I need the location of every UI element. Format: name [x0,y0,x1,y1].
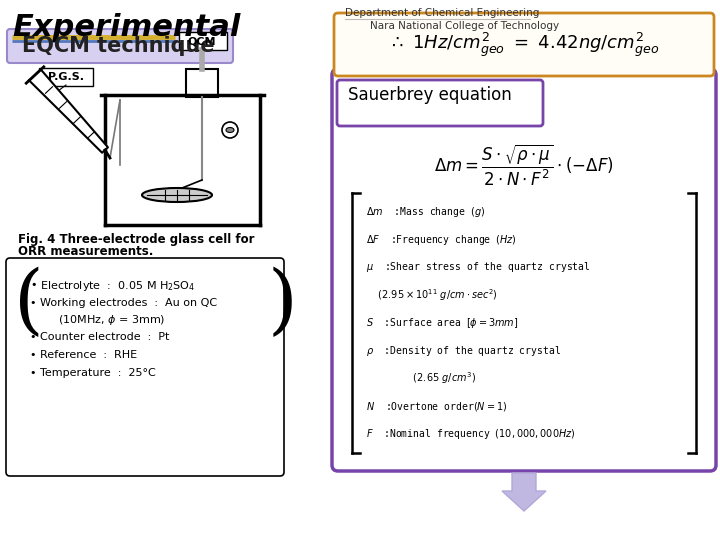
Text: $N$  :Overtone order$(N = 1)$: $N$ :Overtone order$(N = 1)$ [366,400,508,413]
Text: Fig. 4 Three-electrode glass cell for: Fig. 4 Three-electrode glass cell for [18,233,254,246]
Text: (10MHz, $\phi$ = 3mm): (10MHz, $\phi$ = 3mm) [30,313,166,327]
Text: Sauerbrey equation: Sauerbrey equation [348,86,512,104]
Text: • Counter electrode  :  Pt: • Counter electrode : Pt [30,332,169,342]
FancyBboxPatch shape [186,69,218,97]
Text: $\mu$  :Shear stress of the quartz crystal: $\mu$ :Shear stress of the quartz crysta… [366,260,590,274]
Text: $\rho$  :Density of the quartz crystal: $\rho$ :Density of the quartz crystal [366,344,561,358]
FancyBboxPatch shape [179,32,227,50]
FancyArrow shape [502,473,546,511]
Text: ORR measurements.: ORR measurements. [18,245,153,258]
FancyBboxPatch shape [7,29,233,63]
Text: • Electrolyte  :  0.05 M H$_2$SO$_4$: • Electrolyte : 0.05 M H$_2$SO$_4$ [30,279,195,293]
FancyBboxPatch shape [39,68,93,86]
Text: $\therefore\ 1Hz/cm^2_{geo}\ =\ 4.42ng/cm^2_{geo}$: $\therefore\ 1Hz/cm^2_{geo}\ =\ 4.42ng/c… [388,31,660,59]
Text: EQCM technique: EQCM technique [22,36,215,56]
Text: • Working electrodes  :  Au on QC: • Working electrodes : Au on QC [30,298,217,308]
Text: $F$  :Nominal frequency $(10,000,000Hz)$: $F$ :Nominal frequency $(10,000,000Hz)$ [366,427,576,441]
FancyBboxPatch shape [332,69,716,471]
Text: Department of Chemical Engineering: Department of Chemical Engineering [345,8,539,18]
Text: (: ( [14,267,44,341]
Circle shape [222,122,238,138]
Text: $\mathit{\Delta F}$  :Frequency change $(Hz)$: $\mathit{\Delta F}$ :Frequency change $(… [366,233,517,247]
Text: $(2.65\ g/cm^3)$: $(2.65\ g/cm^3)$ [366,370,476,387]
Text: • Temperature  :  25°C: • Temperature : 25°C [30,368,156,378]
Text: $S$  :Surface area $[\phi = 3mm]$: $S$ :Surface area $[\phi = 3mm]$ [366,316,518,330]
Text: Experimental: Experimental [12,13,240,42]
Text: $(2.95 \times 10^{11}\ g/cm \cdot sec^2)$: $(2.95 \times 10^{11}\ g/cm \cdot sec^2)… [366,287,498,303]
Polygon shape [29,70,108,153]
Text: P.G.S.: P.G.S. [48,72,84,82]
Ellipse shape [142,188,212,202]
Text: $\mathit{\Delta m} = \dfrac{S \cdot \sqrt{\rho \cdot \mu}}{2 \cdot N \cdot F^2} : $\mathit{\Delta m} = \dfrac{S \cdot \sqr… [434,143,614,188]
FancyBboxPatch shape [334,13,714,76]
Text: QCM: QCM [188,36,216,46]
Ellipse shape [226,127,234,132]
Text: Nara National College of Technology: Nara National College of Technology [370,21,559,31]
Text: $\mathit{\Delta m}$  :Mass change $(g)$: $\mathit{\Delta m}$ :Mass change $(g)$ [366,205,485,219]
Text: ): ) [268,267,298,341]
FancyBboxPatch shape [337,80,543,126]
Text: • Reference  :  RHE: • Reference : RHE [30,350,137,360]
FancyBboxPatch shape [6,258,284,476]
